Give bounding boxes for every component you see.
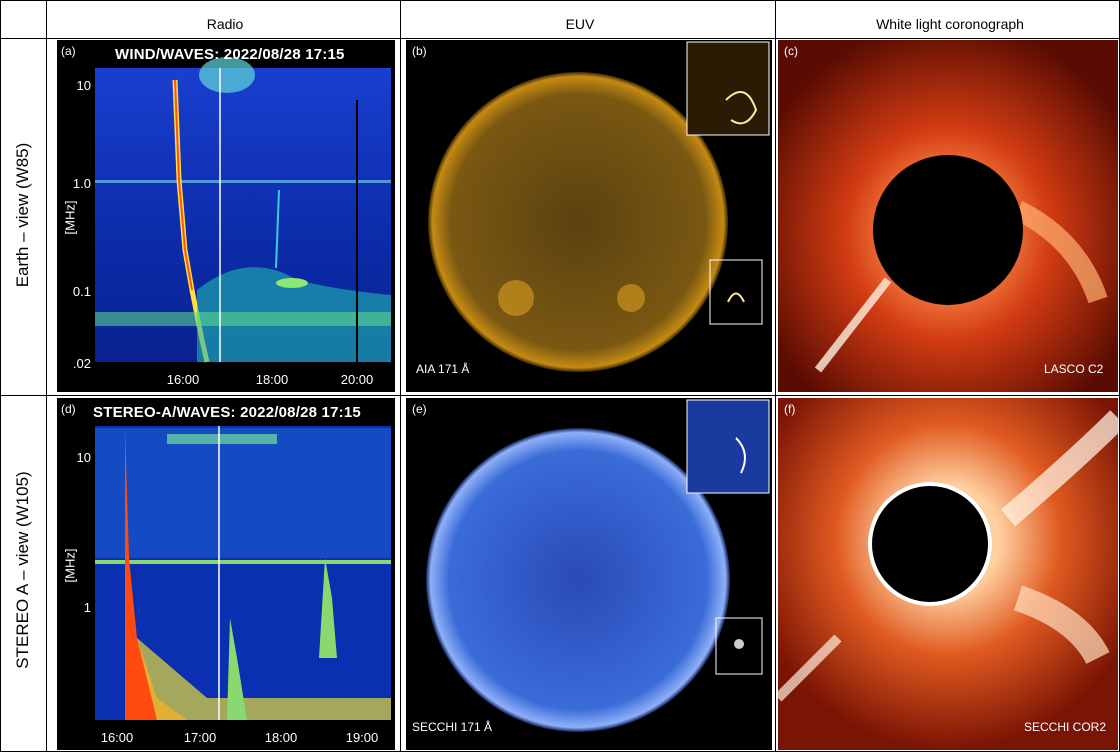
sun-disk-secchi — [426, 399, 770, 732]
panel-f-coronagraph: (f) SECCHI COR2 — [778, 398, 1118, 750]
panel-a-xtick: 20:00 — [340, 372, 374, 387]
panel-a-xtick: 16:00 — [166, 372, 200, 387]
column-header-radio: Radio — [206, 16, 244, 32]
panel-e-tag: (e) — [412, 402, 427, 416]
coronagraph-image-c — [778, 40, 1118, 392]
column-divider — [775, 0, 776, 752]
panel-e-instrument: SECCHI 171 Å — [412, 720, 493, 734]
panel-e-euv-image: (e) SECCHI 171 Å — [406, 398, 772, 750]
panel-a-ytick: 10 — [76, 78, 91, 93]
spectrogram-d-plot — [95, 426, 391, 720]
panel-f-tag: (f) — [784, 402, 796, 416]
panel-c-instrument: LASCO C2 — [1044, 362, 1104, 376]
panel-a-tag: (a) — [61, 44, 76, 58]
panel-d-spectrogram: (d) STEREO-A/WAVES: 2022/08/28 17:15 [MH… — [57, 398, 395, 750]
column-header-euv: EUV — [565, 16, 595, 32]
panel-b-instrument: AIA 171 Å — [416, 362, 470, 376]
panel-b-euv-image: (b) AIA 171 Å — [406, 40, 772, 392]
panel-d-ytick: 1 — [83, 600, 91, 615]
panel-d-xtick: 18:00 — [264, 730, 298, 745]
panel-d-xtick: 19:00 — [345, 730, 379, 745]
panel-a-ytick: 1.0 — [72, 176, 91, 191]
sun-disk-aia — [428, 41, 770, 372]
panel-a-ytick: 0.1 — [72, 284, 91, 299]
panel-d-tag: (d) — [61, 402, 76, 416]
row-divider — [0, 395, 1120, 396]
panel-d-title: STEREO-A/WAVES: 2022/08/28 17:15 — [93, 404, 361, 421]
rowhead-divider — [46, 0, 47, 752]
panel-f-instrument: SECCHI COR2 — [1024, 720, 1107, 734]
row-header-stereo: STEREO A – view (W105) — [13, 471, 32, 669]
panel-c-coronagraph: (c) LASCO C2 — [778, 40, 1118, 392]
panel-a-ytick: .02 — [72, 356, 91, 371]
spectrogram-a-plot — [95, 57, 391, 363]
row-header-earth: Earth – view (W85) — [13, 142, 32, 288]
panel-d-xtick: 17:00 — [183, 730, 217, 745]
panel-d-xtick: 16:00 — [100, 730, 134, 745]
column-divider — [400, 0, 401, 752]
panel-a-unit: [MHz] — [62, 200, 78, 235]
panel-a-spectrogram: (a) WIND/WAVES: 2022/08/28 17:15 [MHz] 1… — [57, 40, 395, 392]
panel-d-unit: [MHz] — [62, 548, 78, 583]
panel-a-xtick: 18:00 — [255, 372, 289, 387]
panel-b-tag: (b) — [412, 44, 427, 58]
panel-d-ytick: 10 — [76, 450, 91, 465]
panel-a-title: WIND/WAVES: 2022/08/28 17:15 — [115, 46, 345, 63]
header-divider — [0, 38, 1120, 39]
column-header-coronagraph: White light coronograph — [876, 16, 1024, 32]
panel-c-tag: (c) — [784, 44, 798, 58]
coronagraph-image-f — [778, 398, 1118, 750]
